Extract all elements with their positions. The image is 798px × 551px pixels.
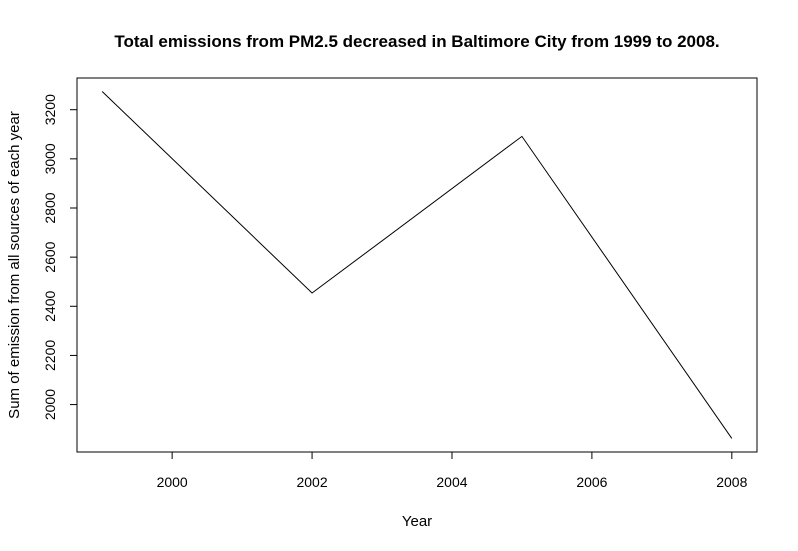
y-tick-label: 2200	[42, 340, 58, 371]
y-axis-label: Sum of emission from all sources of each…	[6, 111, 23, 419]
x-axis-label: Year	[402, 513, 432, 530]
y-tick-label: 2400	[42, 291, 58, 322]
y-tick-label: 3000	[42, 143, 58, 174]
x-tick-label: 2004	[436, 474, 467, 490]
x-tick-label: 2006	[576, 474, 607, 490]
plot-area	[76, 77, 758, 453]
y-tick-label: 2600	[42, 241, 58, 272]
x-tick-label: 2008	[716, 474, 747, 490]
series-layer	[101, 91, 733, 439]
x-axis: 2000 2002 2004 2006 2008	[157, 451, 748, 490]
x-tick-label: 2000	[157, 474, 188, 490]
y-tick-label: 3200	[42, 94, 58, 125]
y-tick-label: 2000	[42, 389, 58, 420]
x-tick-label: 2002	[296, 474, 327, 490]
y-tick-label: 2800	[42, 192, 58, 223]
y-axis: 2000 2200 2400 2600 2800 3000 3200	[42, 94, 78, 420]
chart-title: Total emissions from PM2.5 decreased in …	[114, 32, 719, 51]
series-line	[101, 91, 733, 439]
